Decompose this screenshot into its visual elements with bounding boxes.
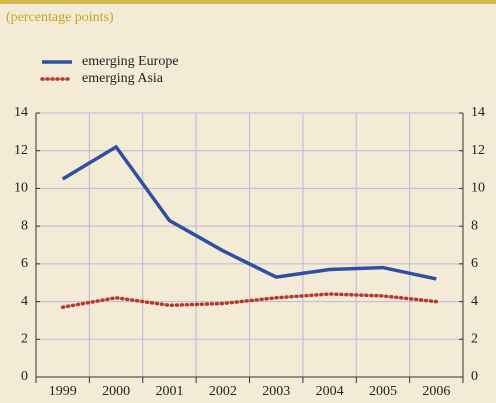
- x-tick-label: 2001: [155, 384, 183, 399]
- y-tick-label: 14: [14, 105, 28, 120]
- y-tick-label: 8: [21, 218, 28, 233]
- x-tick-label: 2000: [102, 384, 130, 399]
- y-tick-label: 12: [14, 143, 28, 158]
- y2-tick-label: 6: [471, 256, 478, 271]
- y2-tick-label: 0: [471, 369, 478, 384]
- series-line: [61, 144, 437, 281]
- legend-label: emerging Europe: [82, 54, 179, 69]
- x-tick-label: 2002: [209, 384, 237, 399]
- y-tick-label: 4: [21, 294, 28, 309]
- y2-tick-label: 8: [471, 218, 478, 233]
- y-tick-label: 0: [21, 369, 28, 384]
- y2-tick-label: 14: [471, 105, 485, 120]
- x-tick-label: 2006: [422, 384, 450, 399]
- x-tick-label: 2004: [316, 384, 344, 399]
- x-tick-label: 1999: [49, 384, 77, 399]
- y2-tick-label: 12: [471, 143, 485, 158]
- y2-tick-label: 4: [471, 294, 478, 309]
- legend-label: emerging Asia: [82, 71, 164, 86]
- y-tick-label: 2: [21, 332, 28, 347]
- chart-subtitle: (percentage points): [6, 10, 114, 25]
- x-tick-label: 2003: [262, 384, 290, 399]
- x-tick-label: 2005: [369, 384, 397, 399]
- y2-tick-label: 2: [471, 332, 478, 347]
- series-line: [60, 292, 439, 309]
- y-tick-label: 6: [21, 256, 28, 271]
- top-rule: [0, 0, 496, 4]
- y-tick-label: 10: [14, 181, 28, 196]
- y2-tick-label: 10: [471, 181, 485, 196]
